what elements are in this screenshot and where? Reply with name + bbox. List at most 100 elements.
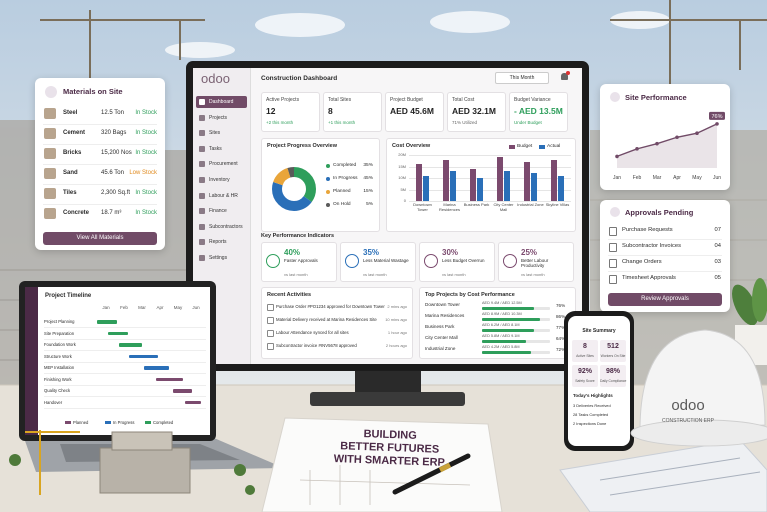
kpi-indicator-note: vs last month <box>284 272 308 277</box>
materials-title: Materials on Site <box>63 87 123 96</box>
material-status: In Stock <box>135 130 157 136</box>
row-line <box>44 350 206 351</box>
progress-bar <box>482 340 526 343</box>
legend-swatch <box>539 145 545 149</box>
view-materials-button[interactable]: View All Materials <box>43 232 157 245</box>
review-approvals-button[interactable]: Review Approvals <box>608 293 722 306</box>
menu-item[interactable]: Tasks <box>196 143 247 155</box>
bar <box>477 178 484 201</box>
timeline-title: Project Timeline <box>45 293 92 299</box>
menu-item[interactable]: Dashboard <box>196 96 247 108</box>
line-area <box>617 123 717 168</box>
y-tick-label: 0 <box>403 198 406 203</box>
bar <box>469 168 476 201</box>
x-tick-label: Feb <box>633 175 642 181</box>
notification-bell[interactable] <box>561 73 568 80</box>
x-tick-label: Jun <box>713 175 721 181</box>
gantt-bar <box>143 366 169 370</box>
panel-icon <box>610 207 620 217</box>
legend-label: Completed <box>333 163 357 168</box>
approval-label[interactable]: Purchase Requests <box>622 227 673 233</box>
kpi-note: Under Budget <box>514 120 542 125</box>
y-tick-label: 5M <box>400 186 406 192</box>
stat-label: Active Sites <box>576 354 594 358</box>
gantt-bar <box>156 377 184 381</box>
menu-item[interactable]: Projects <box>196 112 247 124</box>
phone-title: Site Summary <box>582 328 616 334</box>
kpi-label: Total Sites <box>328 97 352 103</box>
material-status: In Stock <box>135 150 157 156</box>
menu-item[interactable]: Finance <box>196 205 247 217</box>
kpi-indicator: 25% Better Labour Productivity vs last mon… <box>498 242 574 282</box>
project-percent: 76% <box>556 303 566 308</box>
legend-label: In Progress <box>113 420 135 425</box>
kpi-icon <box>345 254 359 268</box>
bar <box>523 161 530 201</box>
material-qty: 18.7 m³ <box>101 210 122 216</box>
stat-label: Safety Score <box>575 379 595 383</box>
menu-item[interactable]: Inventory <box>196 174 247 186</box>
material-name: Cement <box>63 130 86 136</box>
material-name: Tiles <box>63 190 77 196</box>
monitor-base <box>310 392 465 406</box>
x-tick-label: Apr <box>673 175 681 181</box>
activity-time: 1 hour ago <box>387 330 407 335</box>
approval-label[interactable]: Change Orders <box>622 259 662 265</box>
progress-bar <box>482 307 534 310</box>
task-label: Foundation Work <box>44 342 76 347</box>
activity-time: 10 mins ago <box>385 317 407 322</box>
month-label: Jan <box>102 305 110 310</box>
approval-label[interactable]: Subcontractor Invoices <box>622 243 681 249</box>
y-tick-label: 20M <box>398 152 406 157</box>
material-qty: 12.5 Ton <box>101 110 124 116</box>
approval-count: 04 <box>714 243 721 249</box>
activity-icon <box>267 317 274 324</box>
menu-item[interactable]: Subcontractors <box>196 221 247 233</box>
kpi-note: +2 this month <box>266 120 294 125</box>
bar <box>504 171 511 201</box>
task-label: Quality Check <box>44 388 71 393</box>
kpi-label: Active Projects <box>266 97 300 103</box>
kpi-icon <box>266 254 280 268</box>
material-icon <box>44 128 56 139</box>
approval-icon <box>609 275 617 284</box>
progress-bar <box>482 351 531 354</box>
material-name: Concrete <box>63 210 90 216</box>
approval-label[interactable]: Timesheet Approvals <box>622 275 676 281</box>
highlights-title: Today's Highlights <box>573 393 613 398</box>
separator <box>608 271 722 272</box>
line-point <box>635 147 639 151</box>
card-title: Top Projects by Cost Performance <box>425 292 515 298</box>
approval-icon <box>609 259 617 268</box>
kpi-note: 71% Utilized <box>452 120 478 125</box>
menu-item[interactable]: Reports <box>196 236 247 248</box>
material-status: Low Stock <box>129 170 157 176</box>
kpi-indicator-value: 40% <box>284 248 301 257</box>
gantt-bar <box>129 354 159 358</box>
activity-time: 2 mins ago <box>387 304 407 309</box>
x-tick-label: City Center Mall <box>493 202 514 212</box>
kpi-value: 12 <box>266 106 276 116</box>
legend-value: 5% <box>366 202 373 207</box>
menu-item[interactable]: Procurement <box>196 158 247 170</box>
gantt-bar <box>172 389 193 393</box>
menu-item[interactable]: Sites <box>196 127 247 139</box>
x-tick-label: Jan <box>613 175 621 181</box>
month-label: Apr <box>156 305 164 310</box>
project-name: Marina Residences <box>425 313 465 318</box>
kpi-indicator-value: 25% <box>521 248 538 257</box>
menu-item[interactable]: Labour & HR <box>196 190 247 202</box>
legend-label: Actual <box>547 144 561 149</box>
kpi-indicator: 30% Less Budget Overrun vs last month <box>419 242 495 282</box>
activity-text: Purchase Order #PO1234 approved for Down… <box>276 304 385 309</box>
period-selector[interactable]: This Month <box>495 72 549 84</box>
project-percent: 86% <box>556 314 566 319</box>
material-name: Bricks <box>63 150 82 156</box>
row-line <box>44 396 206 397</box>
grid-line <box>409 201 571 202</box>
material-icon <box>44 148 56 159</box>
menu-item[interactable]: Settings <box>196 252 247 264</box>
menu-icon <box>199 161 205 168</box>
separator <box>43 164 157 165</box>
